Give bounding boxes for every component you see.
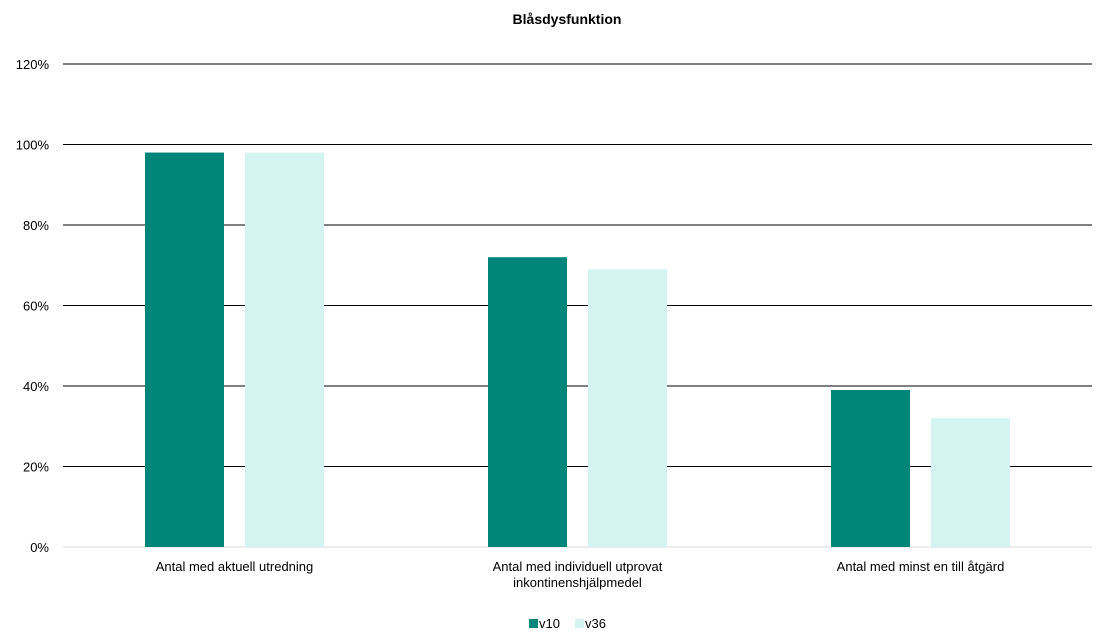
bar-v36-0 [245,152,324,548]
gridlines [63,63,1092,548]
bar-v10-2 [831,390,910,547]
category-label: Antal med aktuell utredning [156,559,314,574]
legend-swatch-v36 [575,619,584,628]
chart-title: Blåsdysfunktion [513,11,622,27]
bar-v10-1 [488,257,567,547]
bars [145,152,1010,548]
legend: v10 v36 [529,616,606,631]
y-tick-label: 20% [23,460,49,475]
bar-v36-2 [931,418,1010,547]
x-axis-categories: Antal med aktuell utredning Antal med ind… [156,559,1005,590]
category-label: Antal med minst en till åtgärd [837,559,1005,574]
bar-v10-0 [145,152,224,548]
y-tick-label: 60% [23,299,49,314]
bar-v36-1 [588,269,667,547]
y-axis-ticks: 0% 20% 40% 60% 80% 100% 120% [16,57,50,555]
y-tick-label: 120% [16,57,50,72]
y-tick-label: 80% [23,218,49,233]
y-tick-label: 0% [30,540,49,555]
legend-swatch-v10 [529,619,538,628]
y-tick-label: 40% [23,379,49,394]
legend-label-v10: v10 [539,616,560,631]
legend-label-v36: v36 [585,616,606,631]
y-tick-label: 100% [16,138,50,153]
category-label: Antal med individuell utprovat inkontinen… [493,559,663,590]
